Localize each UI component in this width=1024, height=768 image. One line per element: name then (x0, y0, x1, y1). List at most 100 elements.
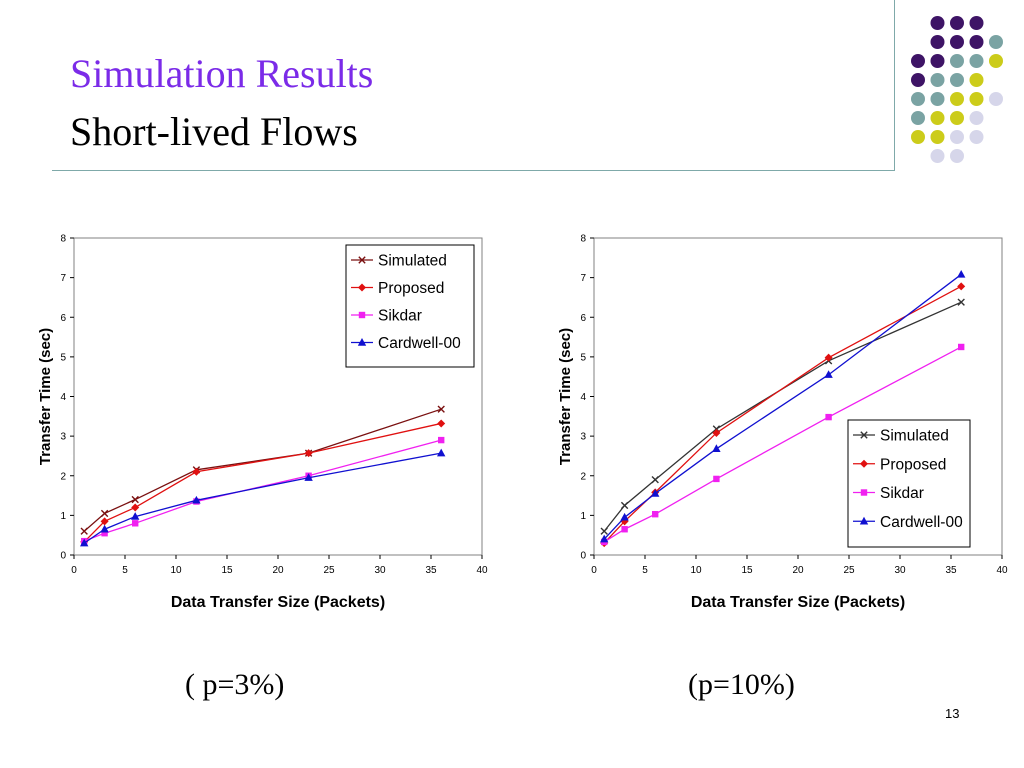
legend-box (847, 419, 971, 548)
x-tick-label: 25 (843, 565, 855, 576)
legend-marker-cardwell-00 (859, 516, 869, 525)
legend-marker-proposed (358, 283, 366, 292)
data-point-cardwell-00 (957, 269, 966, 278)
decorative-dot (930, 130, 945, 144)
x-tick-label: 30 (374, 565, 386, 576)
y-tick-label: 1 (60, 511, 66, 522)
y-tick-label: 3 (580, 432, 586, 443)
data-point-simulated (651, 476, 659, 484)
x-axis-label: Data Transfer Size (Packets) (691, 594, 905, 611)
data-point-simulated (957, 298, 965, 306)
y-tick-label: 4 (580, 392, 586, 403)
decorative-dot (950, 130, 964, 144)
decorative-dot (930, 73, 945, 87)
data-point-sikdar (652, 510, 659, 518)
legend-box (345, 244, 475, 368)
decorative-dot (950, 16, 964, 30)
x-axis-label: Data Transfer Size (Packets) (171, 594, 385, 611)
data-point-cardwell-00 (600, 534, 609, 543)
x-tick-label: 35 (425, 565, 437, 576)
data-point-simulated (620, 501, 629, 510)
series-line-cardwell-00 (603, 273, 962, 540)
data-point-proposed (824, 353, 833, 362)
decorative-dot (911, 73, 925, 87)
decorative-dot (930, 16, 945, 30)
chart-p10: 0 1 2 3 4 5 6 7 8 0 5 10 15 20 25 30 35 40 Data Transfer S… (557, 234, 1008, 612)
y-tick-label: 2 (60, 471, 66, 482)
legend: Simulated Proposed Sikdar Cardwell-00 (847, 419, 971, 548)
data-point-sikdar (713, 475, 720, 483)
data-point-sikdar (958, 343, 965, 351)
y-tick-label: 6 (580, 313, 586, 324)
decorative-dot (930, 149, 945, 163)
y-tick-label: 4 (60, 392, 66, 403)
caption-p3: ( p=3%) (185, 668, 285, 701)
legend-label-proposed: Proposed (880, 456, 946, 473)
decorative-dot (969, 16, 984, 30)
title-divider-vertical (894, 0, 895, 171)
data-point-cardwell-00 (80, 538, 89, 547)
legend-marker-cardwell-00 (357, 338, 367, 346)
x-tick-label: 30 (894, 565, 906, 576)
caption-p10: (p=10%) (688, 668, 795, 701)
series-line-simulated (603, 301, 962, 532)
decorative-dot (911, 111, 925, 125)
decorative-dot (930, 54, 945, 68)
data-point-proposed (131, 503, 140, 512)
decorative-dot (969, 35, 984, 49)
decorative-dot (911, 54, 925, 68)
x-tick-label: 10 (170, 565, 182, 576)
decorative-dot (989, 92, 1003, 106)
decorative-dot (969, 130, 984, 144)
decorative-dot (911, 130, 925, 144)
legend-label-cardwell-00: Cardwell-00 (880, 514, 963, 531)
data-point-cardwell-00 (620, 512, 629, 521)
data-point-sikdar (438, 436, 445, 444)
legend-marker-simulated (358, 256, 366, 264)
y-tick-label: 0 (580, 551, 586, 562)
data-point-simulated (437, 405, 445, 413)
y-tick-label: 1 (580, 511, 586, 522)
series-line-sikdar (83, 439, 442, 542)
decorative-dot (950, 54, 964, 68)
decorative-dot (969, 111, 984, 125)
page-number: 13 (945, 706, 960, 721)
decorative-dot (950, 73, 964, 87)
y-axis-label: Transfer Time (sec) (557, 328, 574, 465)
legend-label-simulated: Simulated (378, 253, 447, 270)
decorative-dot (969, 54, 984, 68)
x-tick-label: 0 (71, 565, 77, 576)
y-tick-label: 7 (60, 273, 66, 284)
x-tick-label: 20 (272, 565, 284, 576)
data-point-sikdar (101, 530, 108, 537)
decorative-dot (950, 35, 964, 49)
data-point-simulated (600, 527, 608, 535)
data-point-proposed (304, 449, 313, 458)
data-point-sikdar (621, 526, 628, 533)
series-line-proposed (83, 422, 442, 543)
x-tick-label: 0 (591, 565, 597, 576)
data-point-proposed (620, 517, 629, 526)
y-tick-label: 8 (580, 234, 586, 245)
data-point-cardwell-00 (824, 370, 833, 378)
data-point-cardwell-00 (712, 444, 721, 453)
series-cardwell-00 (80, 448, 446, 547)
data-point-cardwell-00 (651, 489, 660, 497)
series-cardwell-00 (600, 269, 966, 543)
x-tick-label: 10 (690, 565, 702, 576)
y-tick-label: 5 (580, 352, 586, 363)
slide-subtitle: Short-lived Flows (70, 109, 358, 154)
y-tick-label: 0 (60, 551, 66, 562)
data-point-cardwell-00 (437, 448, 446, 457)
y-tick-label: 7 (580, 273, 586, 284)
x-tick-label: 25 (323, 565, 335, 576)
legend-marker-simulated (860, 431, 868, 439)
x-tick-label: 35 (945, 565, 957, 576)
decorative-dot (989, 54, 1003, 68)
legend-label-simulated: Simulated (880, 428, 949, 445)
data-point-proposed (192, 467, 201, 476)
y-tick-label: 3 (60, 432, 66, 443)
data-point-sikdar (825, 413, 832, 421)
data-point-simulated (131, 495, 139, 504)
decorative-dot (969, 73, 984, 87)
